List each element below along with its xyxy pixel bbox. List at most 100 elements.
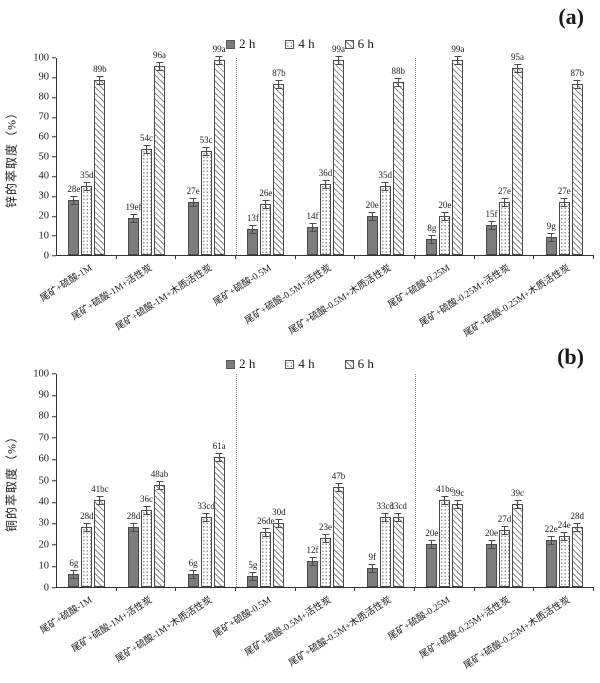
bar-h6: 39c [511, 488, 524, 587]
y-axis-tick: 70 [39, 432, 56, 444]
bar-fill-h4 [320, 184, 332, 255]
bar-h2: 6g [68, 559, 80, 587]
bar-h4: 20e [438, 200, 451, 255]
error-bar [335, 482, 343, 492]
bar-h6: 33cd [389, 501, 407, 587]
x-axis-category: 尾矿+硫酸-0.25M+木质活性炭 [462, 588, 594, 671]
y-axis-tick-mark [52, 566, 56, 568]
bar-group: 20e 41bc 39c [415, 374, 475, 587]
legend-swatch-h6-icon [344, 359, 354, 369]
y-axis-tick-mark [52, 235, 56, 237]
y-axis-tick: 50 [39, 475, 56, 487]
x-axis-tick-mark [175, 587, 177, 591]
chart-a-plot-area: 28e 35d 89b 19ef 54c 96a 27e 53c 99a 13f 26e 87b 14f… [56, 44, 594, 259]
bar-h4: 26e [259, 188, 272, 255]
legend-item-h2: 2 h [226, 356, 255, 372]
panel-label-a: (a) [558, 4, 584, 29]
bar-group: 15f 27e 95a [475, 52, 535, 255]
bar-value-label: 48ab [150, 468, 169, 479]
bar-fill-h6 [273, 83, 285, 255]
bar-h4: 27d [498, 514, 511, 587]
y-axis-tick-label: 100 [33, 51, 49, 63]
bar-h4: 35d [378, 171, 392, 255]
x-axis-tick-mark [354, 587, 356, 591]
x-axis-tick-mark [593, 255, 594, 259]
y-axis-tick-label: 10 [38, 229, 50, 241]
y-axis-tick: 0 [43, 249, 56, 262]
x-axis-tick-mark [533, 587, 535, 591]
bar-h2: 27e [187, 186, 200, 255]
bar-fill-h6 [94, 499, 106, 587]
bar-fill-h4 [81, 186, 93, 255]
bar-value-label: 28d [570, 511, 584, 522]
bar-h4: 28d [80, 512, 94, 587]
bar-group: 20e 35d 88b [355, 58, 415, 255]
bar-group: 5g 26de 30d [236, 374, 296, 587]
bar-value-label: 14f [306, 211, 319, 222]
bar-fill-h6 [333, 59, 345, 255]
error-bar [454, 55, 462, 65]
error-bar [428, 235, 436, 245]
bar-fill-h6 [512, 503, 524, 587]
legend-swatch-h2-icon [226, 359, 236, 369]
bar-fill-h2 [128, 217, 139, 255]
chart-b-y-title-col: 铜的萃取度（%） [0, 374, 22, 588]
error-bar [514, 63, 522, 73]
bar-h2: 28e [67, 184, 80, 255]
legend-swatch-h6-icon [344, 39, 354, 49]
y-axis-tick: 90 [38, 389, 56, 401]
error-bar [262, 199, 270, 209]
y-axis-tick-label: 90 [38, 389, 50, 401]
error-bar [441, 211, 449, 221]
group-separator-line [415, 374, 416, 587]
chart-a-y-axis: 0 10 20 30 40 50 60 70 80 90 100 [22, 52, 56, 260]
bar-value-label: 87b [272, 67, 286, 78]
bar-fill-h4 [558, 535, 570, 587]
y-axis-tick-label: 0 [43, 249, 49, 261]
bar-fill-h6 [571, 527, 583, 587]
x-axis-category: 尾矿+硫酸-0.25M+木质活性炭 [462, 256, 594, 340]
error-bar [83, 523, 91, 533]
y-axis-tick-mark [52, 544, 56, 546]
y-axis-tick: 60 [39, 454, 56, 465]
y-axis-title: 锌的萃取度（%） [4, 106, 19, 208]
y-axis-tick-mark [52, 176, 56, 178]
bar-h6: 48ab [151, 469, 168, 587]
y-axis-tick: 0 [44, 582, 56, 594]
bar-value-label: 26e [259, 187, 273, 198]
bar-fill-h6 [452, 503, 464, 587]
error-bar [454, 499, 462, 509]
bar-h2: 12f [307, 546, 319, 587]
bar-group: 28e 35d 89b [57, 58, 117, 255]
error-bar [156, 480, 163, 490]
y-axis-tick-mark [52, 394, 56, 396]
bar-value-label: 28e [67, 183, 81, 194]
bar-value-label: 41bc [91, 483, 109, 494]
bar-h2: 5g [247, 561, 259, 587]
bar-fill-h2 [68, 199, 80, 255]
error-bar [547, 233, 555, 243]
y-axis-tick-mark [52, 437, 56, 439]
error-bar [202, 146, 210, 156]
bar-value-label: 6g [188, 558, 198, 569]
chart-b-y-axis: 0 10 20 30 40 50 60 70 80 90 100 [22, 368, 56, 592]
error-bar [275, 519, 283, 529]
bar-value-label: 26de [257, 515, 275, 526]
bar-h6: 30d [272, 508, 286, 587]
bar-value-label: 27e [557, 185, 571, 196]
x-axis-tick-mark [473, 255, 475, 259]
y-axis-tick-mark [52, 156, 56, 158]
bar-value-label: 99a [451, 43, 465, 54]
error-bar [501, 197, 509, 207]
bar-value-label: 95a [511, 51, 525, 62]
y-axis-tick-label: 10 [38, 560, 50, 572]
group-separator-line [236, 58, 237, 255]
bar-value-label: 19ef [125, 201, 142, 212]
legend-label: 2 h [239, 36, 256, 51]
legend-item-h4: 4 h [285, 36, 315, 52]
y-axis-tick: 50 [39, 151, 56, 163]
error-bar [156, 61, 163, 71]
x-axis-tick-mark [413, 587, 415, 591]
chart-a-bars: 28e 35d 89b 19ef 54c 96a 27e 53c 99a 13f 26e 87b 14f… [57, 44, 594, 255]
y-axis-tick-label: 20 [38, 210, 50, 222]
